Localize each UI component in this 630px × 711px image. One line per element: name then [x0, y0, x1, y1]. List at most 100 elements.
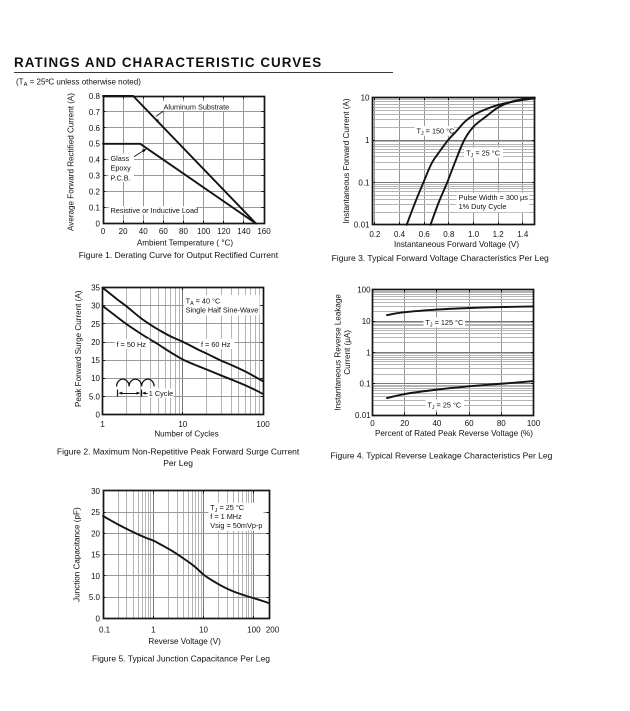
svg-text:1: 1: [100, 420, 105, 429]
svg-text:0.01: 0.01: [355, 411, 371, 420]
svg-text:Single Half Sine-Wave: Single Half Sine-Wave: [186, 306, 259, 315]
svg-text:Peak Forward Surge Current (A): Peak Forward Surge Current (A): [74, 290, 83, 407]
svg-text:0.1: 0.1: [99, 625, 111, 634]
svg-text:1: 1: [366, 348, 371, 357]
svg-text:Percent of Rated Peak Reverse: Percent of Rated Peak Reverse Voltage (%…: [375, 429, 533, 438]
svg-text:TA = 40 °C: TA = 40 °C: [186, 296, 221, 307]
svg-text:0: 0: [101, 227, 106, 236]
svg-text:1% Duty Cycle: 1% Duty Cycle: [459, 202, 507, 211]
svg-text:20: 20: [400, 419, 409, 428]
svg-text:TJ = 150 °C: TJ = 150 °C: [417, 126, 455, 137]
svg-text:60: 60: [159, 227, 168, 236]
svg-text:Instantaneous Forward Current: Instantaneous Forward Current (A): [342, 98, 351, 223]
svg-text:0.2: 0.2: [369, 230, 381, 239]
svg-text:1: 1: [365, 136, 370, 145]
svg-text:Number of Cycles: Number of Cycles: [154, 430, 218, 439]
svg-text:30: 30: [91, 302, 100, 311]
svg-text:40: 40: [432, 419, 441, 428]
svg-text:TJ = 25 °C: TJ = 25 °C: [427, 400, 461, 411]
svg-text:1.2: 1.2: [493, 230, 505, 239]
svg-text:60: 60: [465, 419, 474, 428]
svg-text:30: 30: [91, 487, 100, 496]
svg-text:10: 10: [91, 374, 100, 383]
svg-text:35: 35: [91, 284, 100, 293]
svg-text:f = 1 MHz: f = 1 MHz: [210, 512, 242, 521]
svg-text:P.C.B.: P.C.B.: [111, 173, 131, 182]
svg-text:0.3: 0.3: [89, 172, 101, 181]
svg-text:TJ = 125 °C: TJ = 125 °C: [425, 318, 463, 329]
svg-text:80: 80: [497, 419, 506, 428]
svg-text:100: 100: [197, 227, 211, 236]
svg-text:Current (μA): Current (μA): [343, 330, 352, 375]
svg-text:40: 40: [139, 227, 148, 236]
svg-text:Ambient Temperature ( °C): Ambient Temperature ( °C): [137, 239, 234, 248]
svg-text:0: 0: [370, 419, 375, 428]
svg-text:(TA = 25ºC unless otherwise no: (TA = 25ºC unless otherwise noted): [16, 78, 141, 89]
svg-text:0.6: 0.6: [89, 124, 101, 133]
svg-text:Vsig = 50mVp-p: Vsig = 50mVp-p: [210, 521, 262, 530]
svg-text:10: 10: [91, 572, 100, 581]
svg-text:Resistive or Inductive Load: Resistive or Inductive Load: [111, 206, 199, 215]
svg-text:Figure 5. Typical Junction Cap: Figure 5. Typical Junction Capacitance P…: [92, 653, 270, 663]
svg-text:0: 0: [96, 614, 101, 623]
svg-text:0: 0: [96, 411, 101, 420]
svg-text:25: 25: [91, 508, 100, 517]
svg-text:Aluminum Substrate: Aluminum Substrate: [164, 103, 230, 112]
svg-text:15: 15: [91, 356, 100, 365]
svg-text:Glass: Glass: [111, 154, 130, 163]
svg-text:Instantaneous Reverse Leakage: Instantaneous Reverse Leakage: [334, 294, 343, 411]
svg-text:10: 10: [362, 317, 371, 326]
svg-text:Epoxy: Epoxy: [111, 164, 132, 173]
svg-text:10: 10: [361, 94, 370, 103]
svg-text:Reverse Voltage (V): Reverse Voltage (V): [148, 637, 221, 646]
svg-text:0.01: 0.01: [354, 221, 370, 230]
svg-text:1.0: 1.0: [468, 230, 480, 239]
svg-text:100: 100: [527, 419, 541, 428]
svg-text:0.1: 0.1: [359, 380, 371, 389]
svg-text:1: 1: [151, 625, 156, 634]
svg-text:20: 20: [119, 227, 128, 236]
svg-text:Figure 4. Typical Reverse Leak: Figure 4. Typical Reverse Leakage Charac…: [330, 450, 552, 460]
svg-text:0.4: 0.4: [89, 156, 101, 165]
svg-text:1 Cycle: 1 Cycle: [149, 389, 173, 398]
svg-text:100: 100: [357, 286, 371, 295]
svg-text:RATINGS AND CHARACTERISTIC CUR: RATINGS AND CHARACTERISTIC CURVES: [14, 55, 322, 70]
svg-text:TJ = 25 °C: TJ = 25 °C: [466, 148, 500, 159]
svg-text:100: 100: [247, 625, 261, 634]
svg-text:f = 60 Hz: f = 60 Hz: [201, 340, 231, 349]
svg-text:80: 80: [179, 227, 188, 236]
svg-text:f = 50 Hz: f = 50 Hz: [117, 340, 147, 349]
svg-text:25: 25: [91, 320, 100, 329]
svg-text:120: 120: [217, 227, 231, 236]
svg-text:0.8: 0.8: [89, 92, 101, 101]
svg-text:5.0: 5.0: [89, 392, 101, 401]
svg-text:Junction Capacitance (pF): Junction Capacitance (pF): [73, 507, 82, 602]
svg-text:Instantaneous Forward Voltage: Instantaneous Forward Voltage (V): [394, 240, 519, 249]
svg-text:0.1: 0.1: [358, 178, 370, 187]
svg-text:0: 0: [96, 219, 101, 228]
svg-text:0.7: 0.7: [89, 108, 101, 117]
svg-text:Figure 2. Maximum Non-Repetiti: Figure 2. Maximum Non-Repetitive Peak Fo…: [57, 447, 300, 457]
svg-text:0.1: 0.1: [89, 203, 101, 212]
svg-text:20: 20: [91, 529, 100, 538]
svg-text:0.8: 0.8: [443, 230, 455, 239]
svg-text:15: 15: [91, 551, 100, 560]
svg-text:5.0: 5.0: [89, 593, 101, 602]
svg-text:0.5: 0.5: [89, 140, 101, 149]
svg-text:0.6: 0.6: [419, 230, 431, 239]
svg-text:Figure 3. Typical Forward Volt: Figure 3. Typical Forward Voltage Charac…: [332, 253, 549, 263]
svg-text:1.4: 1.4: [517, 230, 529, 239]
svg-text:0.2: 0.2: [89, 188, 101, 197]
svg-text:Figure 1. Derating Curve for O: Figure 1. Derating Curve for Output Rect…: [79, 250, 279, 260]
svg-text:10: 10: [178, 420, 187, 429]
svg-text:Per Leg: Per Leg: [163, 458, 193, 468]
svg-text:160: 160: [257, 227, 271, 236]
svg-text:200: 200: [266, 625, 280, 634]
svg-text:0.4: 0.4: [394, 230, 406, 239]
svg-text:140: 140: [237, 227, 251, 236]
svg-text:10: 10: [199, 625, 208, 634]
svg-text:TJ = 25 °C: TJ = 25 °C: [210, 503, 244, 514]
svg-text:Average Forward Rectified Curr: Average Forward Rectified Current (A): [67, 93, 76, 231]
svg-text:Pulse Width = 300 μs: Pulse Width = 300 μs: [459, 193, 529, 202]
svg-text:100: 100: [256, 420, 270, 429]
